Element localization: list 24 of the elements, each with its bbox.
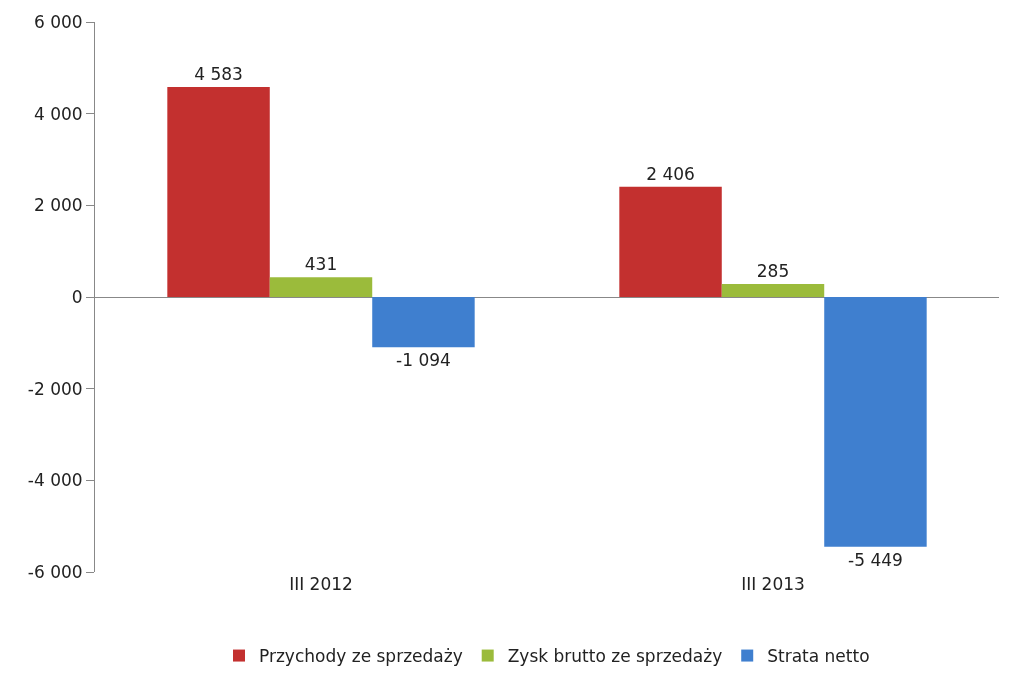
y-tick-label: -6 000 <box>27 561 83 582</box>
bar <box>372 297 475 348</box>
data-label: 4 583 <box>194 63 243 84</box>
y-tick-label: -4 000 <box>27 470 83 491</box>
y-tick-label: -2 000 <box>27 378 83 399</box>
data-label: 285 <box>756 260 790 281</box>
legend-label: Zysk brutto ze sprzedaży <box>507 646 723 667</box>
bar <box>824 297 927 547</box>
data-label: 2 406 <box>646 163 695 184</box>
bar <box>167 86 270 297</box>
bar <box>721 283 825 297</box>
data-label: -5 449 <box>848 549 903 570</box>
bar <box>269 277 373 297</box>
data-label: 431 <box>304 254 338 275</box>
legend-label: Strata netto <box>767 646 870 667</box>
x-tick-label: III 2012 <box>289 574 353 594</box>
bar <box>619 186 722 297</box>
y-tick-label: 4 000 <box>33 103 83 124</box>
y-tick-label: 0 <box>71 286 83 307</box>
y-tick-label: 2 000 <box>33 195 83 216</box>
data-label: -1 094 <box>396 350 451 371</box>
legend-label: Przychody ze sprzedaży <box>259 646 463 667</box>
y-tick-label: 6 000 <box>33 11 83 32</box>
x-tick-label: III 2013 <box>741 574 805 594</box>
